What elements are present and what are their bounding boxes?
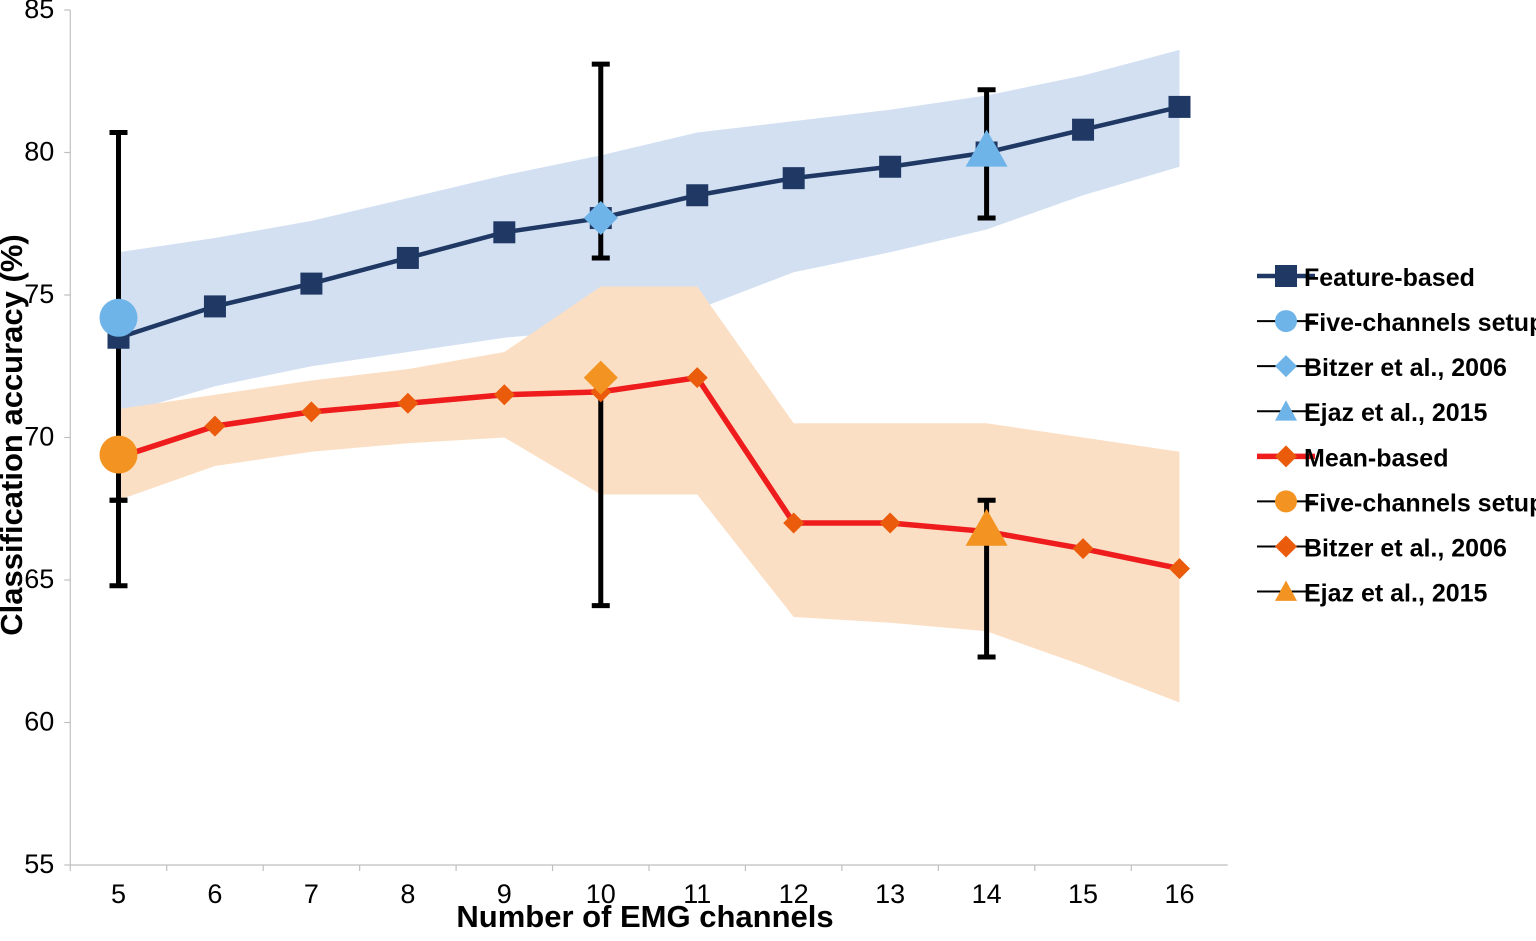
svg-text:15: 15 [1068, 879, 1098, 909]
svg-text:Five-channels setup: Five-channels setup [1304, 309, 1536, 337]
svg-text:Bitzer et al., 2006: Bitzer et al., 2006 [1304, 354, 1507, 382]
svg-text:Feature-based: Feature-based [1304, 264, 1475, 292]
svg-text:Mean-based: Mean-based [1304, 444, 1448, 472]
svg-text:14: 14 [972, 879, 1002, 909]
svg-text:6: 6 [207, 879, 222, 909]
svg-text:60: 60 [24, 707, 54, 737]
svg-text:Number of EMG channels: Number of EMG channels [456, 899, 833, 934]
svg-text:16: 16 [1164, 879, 1194, 909]
svg-text:Five-channels setup: Five-channels setup [1304, 489, 1536, 517]
svg-text:8: 8 [400, 879, 415, 909]
svg-text:80: 80 [24, 137, 54, 167]
svg-text:5: 5 [111, 879, 126, 909]
svg-text:85: 85 [24, 0, 54, 24]
svg-text:Ejaz et al., 2015: Ejaz et al., 2015 [1304, 399, 1488, 427]
svg-text:Classification accuracy (%): Classification accuracy (%) [0, 234, 29, 635]
svg-text:7: 7 [304, 879, 319, 909]
svg-text:Ejaz et al., 2015: Ejaz et al., 2015 [1304, 580, 1488, 608]
svg-text:13: 13 [875, 879, 905, 909]
svg-text:55: 55 [24, 849, 54, 879]
svg-text:Bitzer et al., 2006: Bitzer et al., 2006 [1304, 534, 1507, 562]
